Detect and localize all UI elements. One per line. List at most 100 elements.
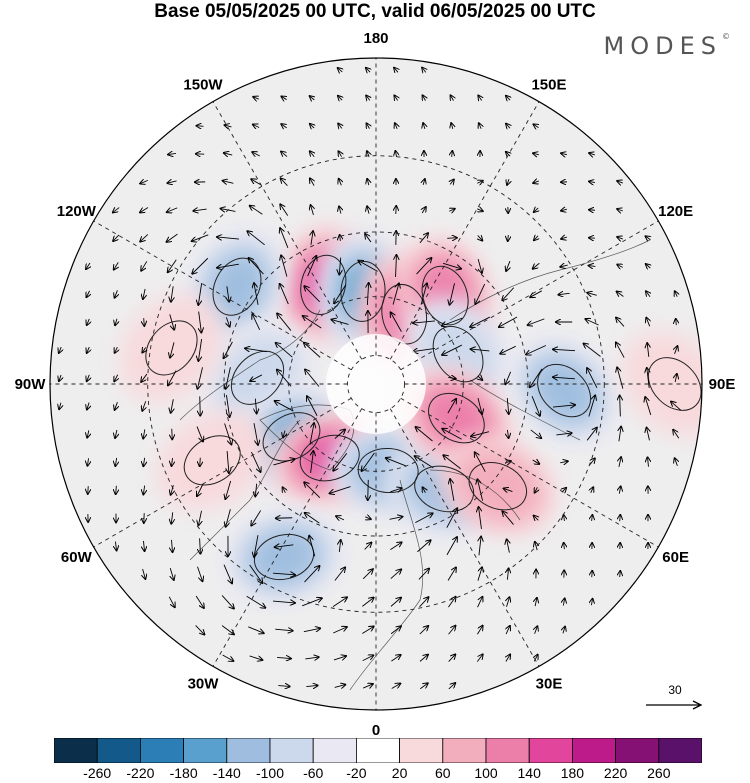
wind-vector <box>333 453 348 470</box>
longitude-label: 150W <box>183 76 223 93</box>
map-disc <box>50 58 702 710</box>
wind-vector <box>447 567 456 581</box>
wind-vector <box>227 450 229 473</box>
wind-vector <box>200 457 201 466</box>
wind-vector <box>391 655 400 662</box>
wind-vector <box>304 343 321 358</box>
wind-vector <box>367 206 369 214</box>
wind-vector <box>419 683 427 690</box>
wind-vector <box>507 539 510 553</box>
wind-vector <box>477 397 482 414</box>
meridian-line <box>67 397 352 563</box>
wind-vector <box>200 538 201 553</box>
colorbar-swatch <box>269 738 314 763</box>
wind-vector <box>227 286 229 301</box>
reference-arrow-icon <box>646 700 703 710</box>
wind-vector <box>304 566 319 583</box>
wind-vector <box>675 458 678 466</box>
longitude-label: 90E <box>709 376 736 393</box>
wind-vector <box>254 283 259 305</box>
wind-vector <box>620 571 621 578</box>
wind-vector <box>533 181 539 183</box>
wind-vector <box>506 654 510 662</box>
wind-vector <box>450 180 454 185</box>
wind-vector <box>560 265 568 267</box>
wind-vector <box>170 342 175 357</box>
wind-vector <box>253 97 259 99</box>
wind-vector <box>334 685 346 688</box>
wind-vector <box>140 207 149 213</box>
wind-vector <box>619 486 620 494</box>
wind-vector <box>478 235 483 240</box>
wind-vector <box>167 181 177 183</box>
wind-vector <box>332 597 347 608</box>
wind-vector <box>196 426 203 442</box>
colorbar-tick-label: 100 <box>474 765 498 781</box>
wind-vector <box>363 684 373 688</box>
wind-vector <box>192 257 209 274</box>
anomaly-shade <box>248 529 320 585</box>
reference-vector-label: 30 <box>668 683 682 697</box>
wind-vector <box>249 655 263 660</box>
wind-vector <box>671 402 682 411</box>
wind-vector <box>413 321 435 323</box>
wind-vector <box>647 428 650 441</box>
wind-vector <box>477 567 482 581</box>
wind-vector <box>392 283 399 305</box>
wind-vector <box>87 458 88 465</box>
wind-vector <box>59 374 61 381</box>
wind-vector <box>390 626 401 635</box>
wind-vector <box>251 179 261 186</box>
wind-vector <box>646 318 649 327</box>
contour-line <box>299 434 360 482</box>
wind-vector <box>362 655 374 662</box>
wind-vector <box>223 181 234 184</box>
wind-vector <box>617 292 624 297</box>
wind-vector <box>506 124 510 129</box>
latitude-circle <box>147 155 605 613</box>
wind-vector <box>362 569 373 580</box>
wind-vector <box>115 346 118 353</box>
brand-text: MODES <box>603 32 722 60</box>
wind-vector <box>506 152 510 156</box>
wind-vector <box>478 258 482 273</box>
wind-vector <box>451 123 453 130</box>
wind-vector <box>534 208 538 212</box>
wind-vector <box>422 68 426 73</box>
wind-vector <box>620 396 621 417</box>
wind-vector <box>253 423 258 445</box>
wind-vector <box>366 68 370 72</box>
wind-vector <box>365 517 371 519</box>
meridian-line <box>197 408 363 693</box>
wind-vector <box>141 261 148 270</box>
colorbar-swatch <box>442 738 487 763</box>
wind-vector <box>476 626 482 635</box>
wind-vector <box>443 455 461 470</box>
wind-vector <box>143 485 144 495</box>
wind-vector <box>196 126 204 127</box>
wind-vector <box>647 343 649 357</box>
colorbar-tick-label: 140 <box>517 765 541 781</box>
colorbar-tick-label: 220 <box>603 765 628 781</box>
longitude-labels: 180 150E 120E 90E 60E 30E 0 30W 60W 90W 120W 150W <box>15 30 736 735</box>
wind-vector <box>115 290 118 297</box>
wind-vector <box>143 288 145 299</box>
wind-vector <box>221 595 234 608</box>
wind-vector <box>247 231 265 246</box>
wind-vector <box>143 568 146 579</box>
wind-vector <box>442 344 463 355</box>
anomaly-center-12 <box>440 438 556 535</box>
wind-vector <box>396 255 397 278</box>
wind-vector <box>334 430 345 439</box>
wind-vector <box>339 206 341 214</box>
wind-vector <box>589 181 596 182</box>
longitude-label: 30W <box>188 676 220 693</box>
wind-vector <box>277 657 291 658</box>
wind-vector <box>561 237 567 239</box>
wind-vector <box>336 516 345 520</box>
wind-vector <box>478 96 481 101</box>
contour-line <box>357 447 419 494</box>
wind-vector <box>338 124 342 129</box>
colorbar-tick-label: 60 <box>435 765 451 781</box>
wind-vector <box>646 291 650 296</box>
